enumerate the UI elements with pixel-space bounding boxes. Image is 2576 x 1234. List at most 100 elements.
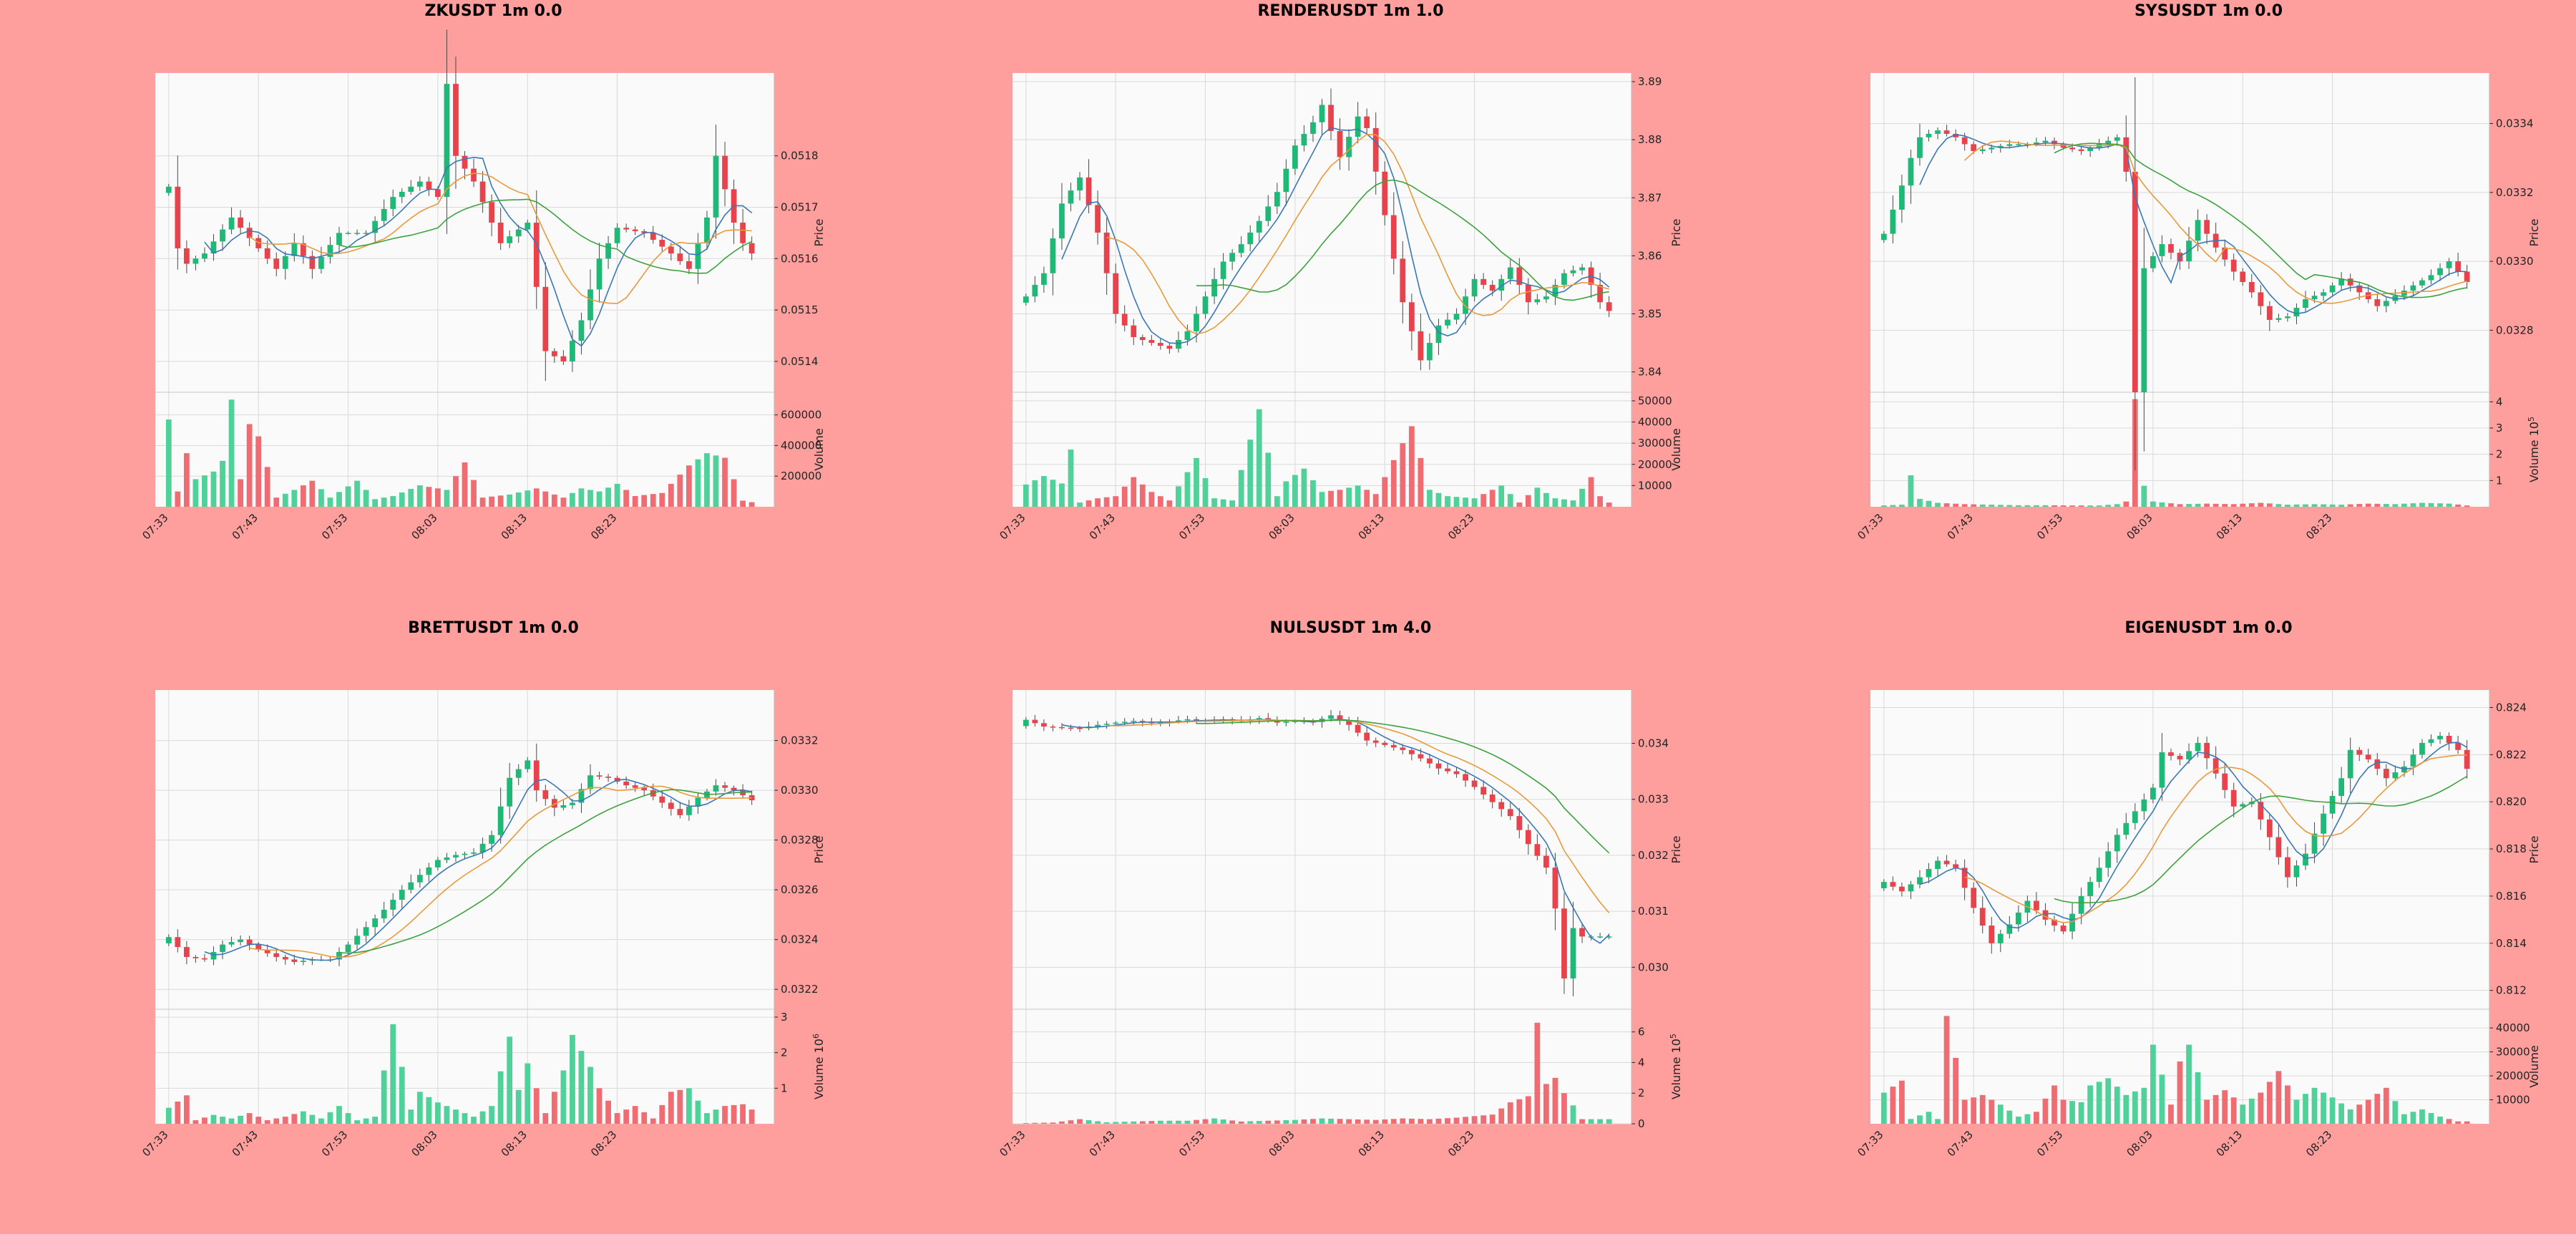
time-tick-label: 08:13 (2214, 1128, 2245, 1159)
volume-bar (1211, 1118, 1217, 1124)
candle-body (2204, 742, 2210, 759)
candle-body (2034, 142, 2039, 145)
volume-bar (2195, 503, 2201, 507)
volume-bar (704, 1113, 710, 1124)
candle-body (1256, 718, 1262, 720)
chart-3: SYSUSDT 1m 0.0 07:33 07:43 07:53 08:03 08:13 0… (1855, 2, 2541, 542)
volume-bar (1023, 1122, 1029, 1124)
price-tick-label: 0.032 (1638, 849, 1669, 862)
volume-bar (1453, 1117, 1460, 1124)
volume-bar (2303, 1094, 2308, 1124)
volume-bar (1471, 1116, 1478, 1124)
volume-bar (318, 489, 324, 507)
volume-bar (2105, 505, 2112, 507)
chart-4: BRETTUSDT 1m 0.0 07:33 07:43 07:53 08:03 08:1… (140, 619, 826, 1159)
candle-body (1139, 336, 1146, 340)
volume-bar (1570, 1105, 1576, 1124)
volume-bar (1943, 1016, 1950, 1124)
volume-bar (2338, 505, 2345, 507)
candle-body (2096, 868, 2102, 883)
candle-body (2437, 268, 2443, 276)
volume-axis-label: Volume (1669, 428, 1683, 471)
volume-bar (2437, 503, 2443, 507)
volume-bar (1898, 505, 1905, 507)
volume-bar (2006, 1110, 2013, 1124)
candle-body (175, 186, 181, 248)
volume-bar (731, 1104, 737, 1124)
volume-bar (1427, 490, 1433, 507)
volume-bar (1301, 1119, 1307, 1124)
volume-bar (2060, 505, 2067, 507)
candle-body (2365, 754, 2371, 759)
volume-bar (497, 495, 504, 507)
volume-tick-label: 30000 (2496, 1046, 2530, 1059)
volume-bar (641, 495, 648, 507)
volume-bar (2356, 1104, 2363, 1124)
price-tick-label: 0.0332 (2496, 186, 2534, 199)
volume-bar (2248, 1098, 2255, 1124)
candle-body (1229, 253, 1236, 262)
volume-bar (2464, 505, 2470, 507)
candle-body (2258, 292, 2264, 306)
candle-body (641, 787, 648, 791)
volume-bar (1032, 480, 1038, 507)
candle-body (1953, 864, 1958, 868)
candle-body (497, 806, 504, 835)
candle-body (2105, 140, 2112, 145)
volume-bar (1077, 1119, 1083, 1124)
volume-bar (1943, 503, 1950, 507)
volume-bar (1202, 1119, 1209, 1124)
candle-body (2258, 802, 2264, 820)
candle-body (2042, 910, 2049, 920)
volume-tick-label: 1 (781, 1082, 788, 1094)
volume-bar (1400, 443, 1406, 507)
volume-bar (1068, 450, 1074, 507)
candle-body (426, 867, 432, 875)
candle-body (2266, 819, 2273, 837)
ma-10-line (1106, 719, 1610, 913)
candle-body (659, 796, 665, 803)
volume-bar (1050, 1122, 1056, 1124)
volume-bar (2365, 503, 2371, 507)
candle-body (2285, 857, 2290, 878)
volume-bar (551, 494, 557, 507)
volume-bar (210, 471, 217, 507)
candle-body (605, 243, 611, 259)
volume-bar (1176, 486, 1181, 507)
volume-bar (2141, 485, 2147, 507)
candle-body (1908, 884, 1914, 892)
candle-body (2446, 735, 2452, 743)
volume-bar (1953, 1057, 1958, 1124)
candle-body (2177, 755, 2183, 759)
candle-body (713, 155, 719, 218)
candle-body (2446, 261, 2452, 268)
volume-bar (210, 1114, 217, 1124)
candle-body (2195, 742, 2201, 752)
volume-bar (1085, 1120, 1092, 1124)
volume-bar (2266, 503, 2273, 507)
volume-bar (2321, 504, 2326, 507)
candle-body (2455, 742, 2462, 750)
volume-bar (1917, 1115, 1923, 1124)
volume-bar (2303, 504, 2308, 507)
candle-body (1139, 721, 1146, 722)
time-tick-label: 08:23 (1445, 511, 1476, 542)
candle-body (416, 181, 423, 187)
candle-body (2034, 900, 2039, 910)
candle-body (614, 228, 620, 243)
candle-body (1961, 868, 1968, 888)
candle-body (354, 233, 360, 234)
volume-bar (1103, 1122, 1110, 1124)
volume-tick-label: 40000 (2496, 1021, 2530, 1034)
candle-body (2051, 140, 2057, 145)
candle-body (1579, 267, 1585, 271)
volume-bar (1997, 505, 2004, 507)
price-tick-label: 0.030 (1638, 961, 1669, 973)
volume-bar (2419, 502, 2425, 507)
volume-bar (372, 499, 379, 507)
time-tick-label: 07:53 (2034, 1128, 2065, 1159)
volume-bar (650, 494, 656, 507)
volume-bar (2329, 1097, 2336, 1124)
volume-tick-label: 30000 (1638, 437, 1672, 450)
